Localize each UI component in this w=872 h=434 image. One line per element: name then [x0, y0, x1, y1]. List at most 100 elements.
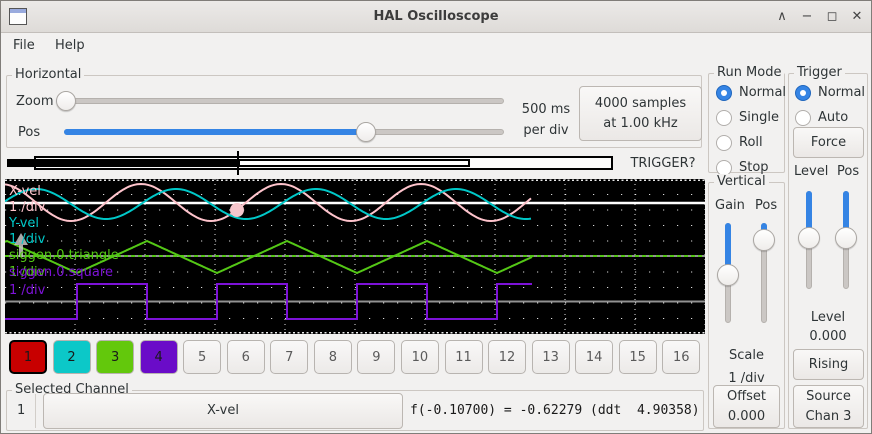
- vertical-pos-slider[interactable]: [753, 223, 775, 323]
- channel-button-3[interactable]: 3: [96, 340, 135, 374]
- channel-button-12[interactable]: 12: [488, 340, 527, 374]
- record-pretrigger-bar: [7, 159, 238, 167]
- wave-siggen.0.square: [5, 283, 532, 320]
- channel-button-11[interactable]: 11: [444, 340, 483, 374]
- scope-label: siggen.0.triangle: [9, 248, 119, 263]
- scope-label: Y-vel: [9, 216, 40, 231]
- horizontal-group: Horizontal: [6, 67, 702, 148]
- app-icon[interactable]: [9, 8, 27, 25]
- trigger-pos-header: Pos: [837, 164, 860, 179]
- slider-handle[interactable]: [835, 227, 857, 250]
- shade-icon[interactable]: ∧: [777, 9, 787, 24]
- vertical-pos-header: Pos: [755, 198, 778, 213]
- trigger-force-button[interactable]: Force: [793, 127, 864, 158]
- vertical-gain-header: Gain: [715, 198, 745, 213]
- slider-handle[interactable]: [717, 264, 739, 287]
- slider-handle[interactable]: [753, 229, 775, 252]
- trigger-pos-slider[interactable]: [835, 191, 857, 289]
- maximize-icon[interactable]: ◻: [826, 9, 838, 24]
- samples-count: 4000 samples: [594, 95, 687, 111]
- trigger-position-tick: [237, 151, 239, 175]
- radio-label: Stop: [739, 160, 769, 175]
- menu-help[interactable]: Help: [55, 38, 85, 53]
- selected-channel-name-button[interactable]: X-vel: [43, 393, 403, 429]
- trigger-level-header: Level: [794, 164, 829, 179]
- radio-label: Roll: [739, 135, 763, 150]
- horizontal-group-title: Horizontal: [12, 67, 85, 82]
- pos-label: Pos: [18, 125, 41, 140]
- radio-stop[interactable]: Stop: [716, 155, 786, 180]
- radio-auto[interactable]: Auto: [795, 105, 865, 130]
- channel-button-16[interactable]: 16: [662, 340, 701, 374]
- menubar: File Help: [1, 33, 871, 59]
- radio-label: Normal: [818, 85, 866, 100]
- radio-normal[interactable]: Normal: [716, 80, 786, 105]
- radio-normal[interactable]: Normal: [795, 80, 865, 105]
- scope-label: 1 /div: [9, 265, 46, 280]
- horizontal-pos-slider[interactable]: [64, 122, 504, 142]
- timebase-value: 500 ms: [521, 102, 571, 117]
- wave-Y-vel: [4, 188, 532, 220]
- trigger-radios: Normal Auto: [795, 80, 865, 130]
- menu-file[interactable]: File: [13, 38, 35, 53]
- slider-handle[interactable]: [355, 122, 376, 142]
- radio-circle: [716, 109, 732, 126]
- trigger-title: Trigger: [794, 65, 845, 80]
- channel-button-14[interactable]: 14: [575, 340, 614, 374]
- minimize-icon[interactable]: −: [801, 9, 813, 24]
- channel-button-4[interactable]: 4: [139, 340, 178, 374]
- waveform-plot: [4, 179, 706, 334]
- trigger-source-button[interactable]: Source Chan 3: [793, 385, 864, 428]
- trigger-level-slider[interactable]: [798, 191, 820, 289]
- trigger-edge-button[interactable]: Rising: [793, 349, 864, 380]
- radio-label: Normal: [739, 85, 787, 100]
- scope-display[interactable]: X-vel 1 /div Y-vel 1 /div siggen.0.triangle 1…: [4, 179, 706, 334]
- slider-handle[interactable]: [798, 227, 820, 250]
- run-mode-group: Run Mode: [708, 65, 785, 173]
- radio-single[interactable]: Single: [716, 105, 786, 130]
- selected-channel-arrow-icon: [14, 233, 28, 257]
- radio-roll[interactable]: Roll: [716, 130, 786, 155]
- channel-button-10[interactable]: 10: [400, 340, 439, 374]
- record-display-window: [238, 159, 470, 167]
- scope-label: X-vel: [9, 184, 41, 199]
- offset-value: 0.000: [727, 408, 766, 424]
- scope-label: siggen.0.square: [9, 265, 113, 280]
- vertical-scale-value: 1 /div: [728, 371, 765, 386]
- window-title: HAL Oscilloscope: [373, 9, 499, 24]
- vertical-scale-label: Scale: [729, 348, 764, 363]
- channel-label-layer: X-vel 1 /div Y-vel 1 /div siggen.0.triangle 1…: [5, 179, 705, 334]
- radio-label: Auto: [818, 110, 849, 125]
- vertical-offset-button[interactable]: Offset 0.000: [713, 385, 780, 428]
- trigger-hint-label: TRIGGER?: [630, 156, 696, 171]
- timebase-label: 500 ms per div: [515, 99, 577, 141]
- trigger-source-channel: Chan 3: [805, 408, 852, 424]
- timebase-unit: per div: [523, 123, 569, 138]
- titlebar: HAL Oscilloscope ∧ − ◻ ✕: [1, 1, 871, 33]
- slider-handle[interactable]: [56, 91, 76, 111]
- radio-circle: [795, 84, 811, 101]
- offset-label: Offset: [726, 388, 767, 404]
- channel-button-13[interactable]: 13: [531, 340, 570, 374]
- samples-button[interactable]: 4000 samples at 1.00 kHz: [579, 86, 702, 141]
- radio-circle: [716, 84, 732, 101]
- scope-label: 1 /div: [9, 283, 46, 298]
- channel-button-15[interactable]: 15: [618, 340, 657, 374]
- vertical-gain-slider[interactable]: [717, 223, 739, 323]
- trigger-level-readout-label: Level: [810, 310, 846, 325]
- horizontal-zoom-slider[interactable]: [56, 91, 504, 111]
- channel-button-1[interactable]: 1: [9, 340, 47, 374]
- channel-button-9[interactable]: 9: [357, 340, 396, 374]
- trigger-source-label: Source: [806, 388, 851, 404]
- channel-button-2[interactable]: 2: [52, 340, 91, 374]
- channel-button-8[interactable]: 8: [313, 340, 352, 374]
- channel-button-7[interactable]: 7: [270, 340, 309, 374]
- close-icon[interactable]: ✕: [851, 9, 863, 24]
- zoom-label: Zoom: [16, 94, 54, 109]
- channel-readout: f(-0.10700) = -0.62279 (ddt 4.90358): [410, 403, 700, 418]
- channel-button-5[interactable]: 5: [183, 340, 222, 374]
- scope-label: 1 /div: [9, 232, 46, 247]
- channel-button-6[interactable]: 6: [226, 340, 265, 374]
- wave-siggen.0.triangle: [4, 239, 533, 275]
- radio-label: Single: [739, 110, 779, 125]
